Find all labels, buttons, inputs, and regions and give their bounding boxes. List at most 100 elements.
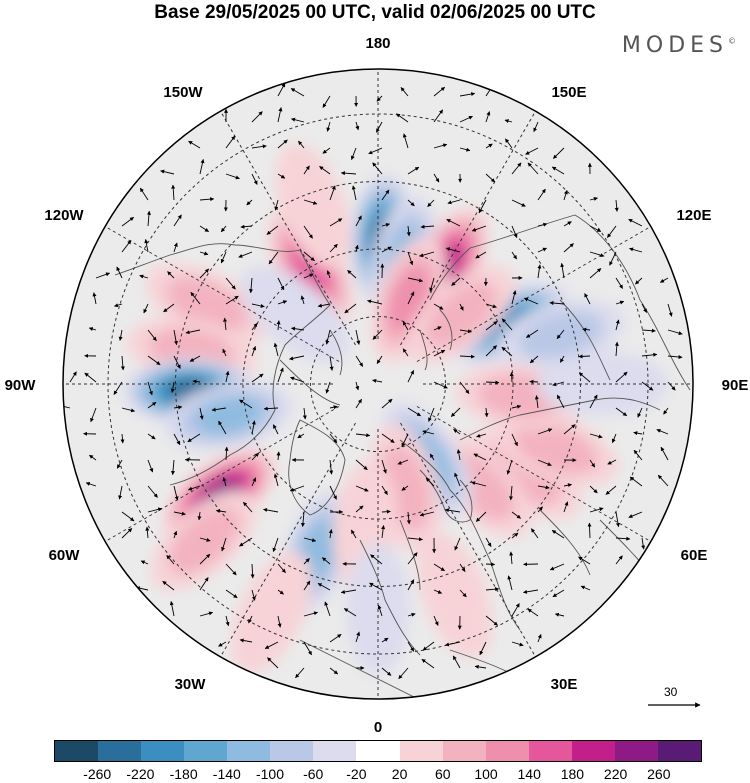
wind-vector: [501, 346, 513, 357]
wind-vector: [433, 381, 448, 389]
wind-vector: [251, 322, 258, 331]
wind-vector: [319, 165, 331, 175]
longitude-label-60w: 60W: [49, 547, 81, 564]
wind-vector: [456, 449, 461, 461]
wind-vector: [329, 355, 334, 371]
wind-vector: [402, 321, 409, 331]
wind-vector: [220, 225, 227, 233]
wind-vector: [224, 446, 229, 461]
wind-vector: [173, 485, 179, 501]
wind-vector: [239, 638, 253, 643]
wind-vector: [225, 277, 236, 290]
wind-vector: [552, 381, 565, 387]
wind-vector: [355, 329, 361, 345]
wind-vector: [297, 433, 305, 439]
wind-vector: [147, 401, 157, 409]
wind-vector: [381, 459, 387, 474]
longitude-label-180: 180: [365, 35, 390, 52]
wind-vector: [173, 355, 181, 369]
wind-vector: [303, 537, 317, 543]
wind-vector: [589, 268, 602, 279]
wind-vector: [578, 556, 591, 565]
wind-vector: [560, 262, 565, 279]
wind-vector: [615, 300, 625, 305]
wind-vector: [420, 224, 435, 229]
wind-vector: [401, 485, 409, 491]
wind-vector: [239, 399, 253, 409]
wind-vector: [329, 634, 342, 643]
wind-vector: [589, 485, 598, 494]
wind-vector: [263, 406, 279, 411]
wind-vector: [303, 580, 311, 591]
wind-vector: [355, 215, 362, 227]
wind-vector: [303, 165, 310, 175]
wind-vector: [268, 251, 279, 265]
wind-vector: [485, 562, 496, 567]
wind-vector: [251, 420, 256, 435]
wind-vector: [147, 433, 156, 440]
wind-vector: [563, 189, 568, 201]
wind-vector: [511, 251, 518, 260]
wind-vector: [190, 292, 201, 305]
wind-vector: [343, 608, 357, 617]
wind-vector: [406, 225, 411, 237]
wind-vector: [629, 247, 643, 253]
wind-vector: [551, 166, 565, 175]
wind-vector: [199, 611, 214, 617]
wind-vector: [273, 473, 279, 487]
wind-vector: [225, 173, 240, 180]
wind-vector: [504, 119, 513, 124]
colorbar-swatch: [399, 741, 443, 761]
wind-vector: [263, 508, 279, 513]
wind-vector: [290, 376, 305, 383]
wind-vector: [407, 166, 420, 175]
wind-vector: [660, 446, 669, 461]
wind-vector: [402, 348, 409, 357]
wind-vector: [118, 485, 123, 500]
wind-vector: [355, 355, 364, 367]
wind-vector: [317, 582, 331, 591]
wind-vector: [425, 477, 435, 487]
colorbar-swatch: [55, 741, 99, 761]
wind-vector: [372, 378, 383, 383]
wind-vector: [485, 320, 498, 331]
wind-vector: [355, 631, 361, 643]
colorbar-tick-label: 180: [560, 766, 585, 782]
wind-vector: [667, 381, 676, 391]
wind-vector: [589, 507, 604, 513]
meridian-line: [104, 226, 340, 362]
wind-vector: [355, 433, 371, 438]
wind-vector: [289, 355, 305, 361]
wind-vector: [381, 525, 386, 539]
wind-vector: [381, 189, 390, 201]
wind-vector: [225, 615, 230, 627]
wind-vector: [667, 354, 683, 360]
coastline-siberia: [429, 214, 691, 391]
wind-vector: [589, 459, 596, 468]
wind-vector: [485, 345, 497, 357]
wind-vector: [92, 292, 97, 305]
wind-vector: [501, 318, 513, 331]
wind-vector: [121, 216, 134, 227]
wind-vector: [303, 641, 312, 656]
wind-vector: [450, 407, 461, 417]
wind-vector: [322, 95, 331, 108]
wind-vector: [641, 381, 654, 391]
wind-vector: [559, 355, 565, 363]
wind-vector: [485, 615, 498, 626]
wind-vector: [199, 268, 210, 279]
wind-vector: [447, 199, 461, 205]
wind-vector: [355, 381, 360, 391]
wind-vector: [667, 303, 673, 317]
wind-vector: [272, 424, 279, 435]
wind-vector: [277, 615, 282, 628]
wind-vector: [396, 113, 409, 123]
wind-vector: [121, 407, 136, 413]
wind-vector: [289, 485, 305, 492]
wind-vector: [381, 485, 388, 495]
wind-vector: [273, 342, 279, 357]
wind-vector: [485, 303, 497, 309]
wind-vector: [324, 601, 331, 617]
colorbar-swatch: [356, 741, 400, 761]
modes-logo: MODES©: [622, 33, 736, 58]
